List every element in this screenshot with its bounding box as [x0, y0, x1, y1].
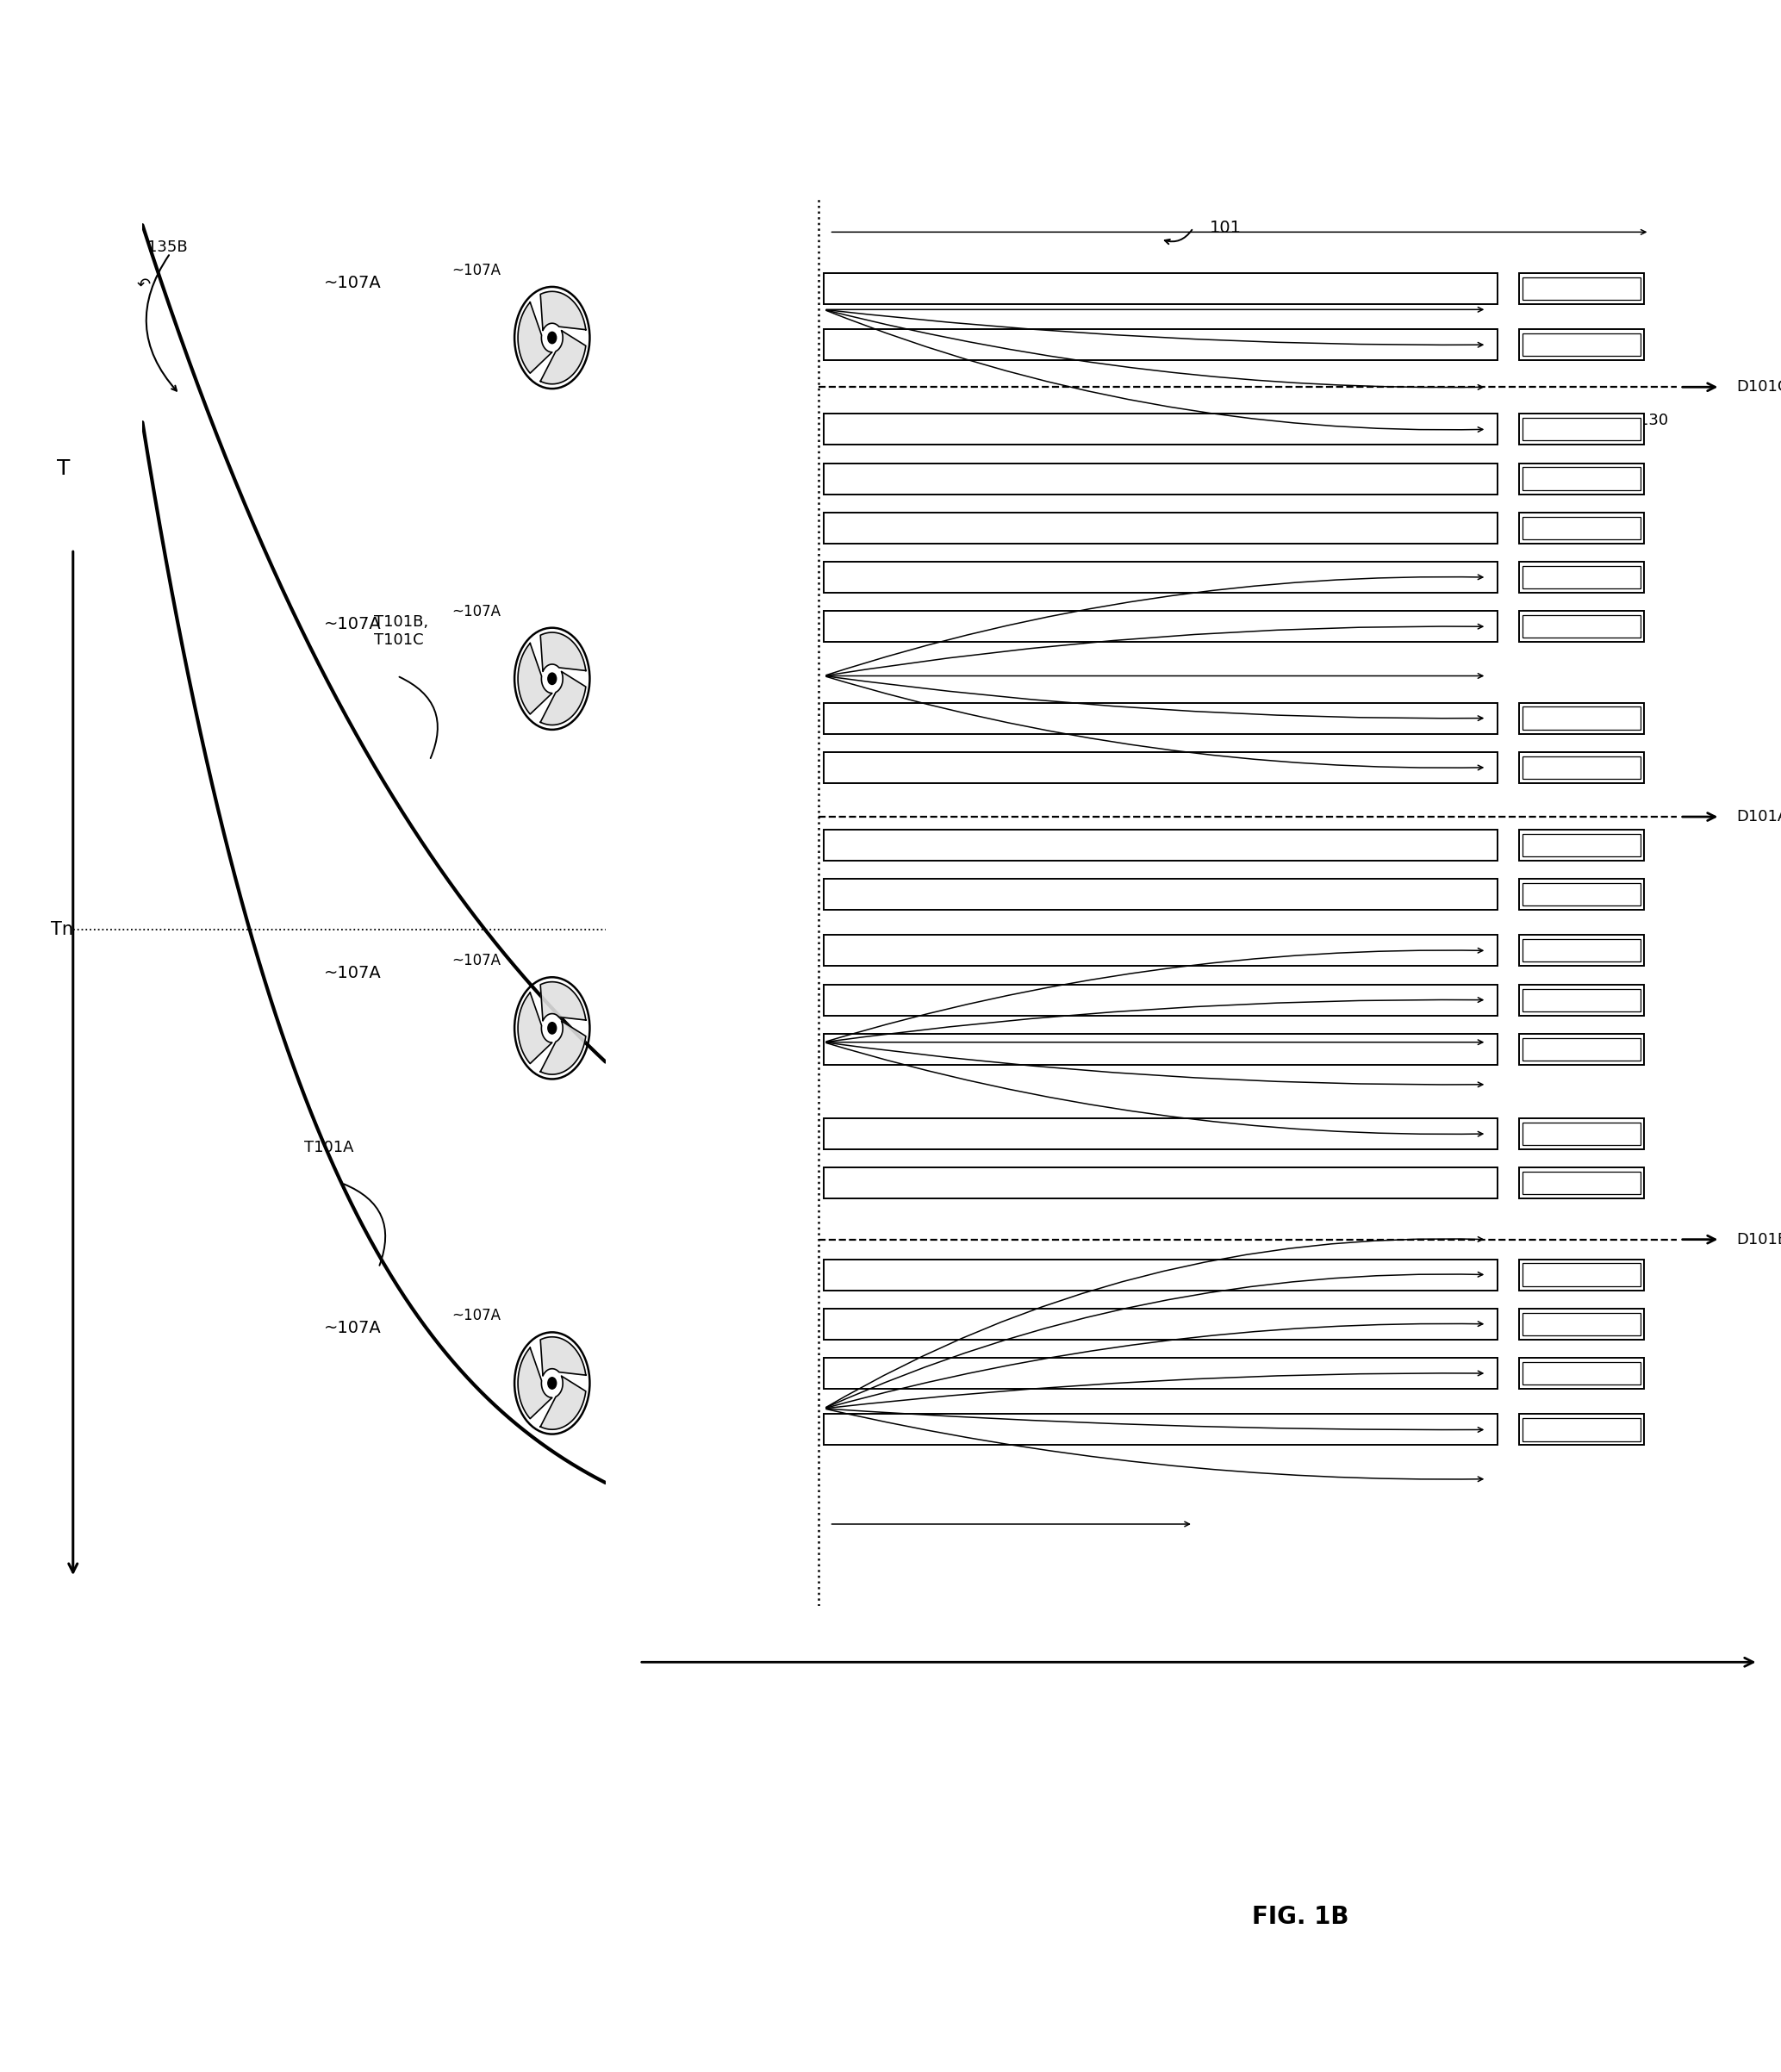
Bar — [1519, 611, 1644, 642]
Bar — [825, 464, 1498, 493]
Bar — [1523, 615, 1640, 638]
Text: T101A: T101A — [305, 1140, 354, 1154]
Bar — [1523, 1264, 1640, 1287]
Text: D101A: D101A — [1736, 808, 1781, 825]
Bar — [825, 414, 1498, 445]
Bar — [1523, 516, 1640, 539]
Bar — [825, 1357, 1498, 1388]
Text: ~107A: ~107A — [452, 263, 500, 278]
Bar — [825, 1169, 1498, 1198]
Bar — [1523, 1173, 1640, 1193]
Bar — [825, 1034, 1498, 1065]
Bar — [825, 702, 1498, 733]
Polygon shape — [518, 642, 552, 715]
Bar — [1519, 1260, 1644, 1291]
Text: ~107A: ~107A — [452, 1307, 500, 1324]
Circle shape — [549, 1378, 556, 1388]
Text: ~107A: ~107A — [324, 276, 381, 292]
Bar — [1523, 468, 1640, 489]
Text: Tn: Tn — [50, 920, 73, 939]
Bar — [1519, 752, 1644, 783]
Text: ~107A: ~107A — [324, 966, 381, 982]
Bar — [1523, 1038, 1640, 1061]
Bar — [1519, 329, 1644, 361]
Circle shape — [549, 332, 556, 344]
Polygon shape — [540, 292, 586, 332]
Bar — [1523, 334, 1640, 356]
Bar — [1523, 1314, 1640, 1334]
Bar — [1523, 756, 1640, 779]
Bar — [825, 934, 1498, 966]
Bar — [825, 1119, 1498, 1150]
Polygon shape — [540, 1021, 586, 1075]
Bar — [1519, 1169, 1644, 1198]
Bar — [1519, 829, 1644, 860]
Bar — [1519, 1310, 1644, 1339]
Text: D101C: D101C — [1736, 379, 1781, 396]
Bar — [1519, 879, 1644, 910]
Polygon shape — [540, 1336, 586, 1376]
Bar — [1519, 984, 1644, 1015]
Bar — [1523, 1361, 1640, 1384]
Bar — [1519, 702, 1644, 733]
Text: D101B: D101B — [1736, 1231, 1781, 1247]
Bar — [1523, 939, 1640, 961]
Text: $\curvearrowleft$: $\curvearrowleft$ — [134, 276, 151, 292]
Bar — [1523, 1419, 1640, 1440]
Text: ~107A: ~107A — [452, 953, 500, 968]
Bar — [825, 1415, 1498, 1444]
Text: T101B,
T101C: T101B, T101C — [374, 613, 429, 649]
Bar — [825, 1260, 1498, 1291]
Bar — [1523, 419, 1640, 441]
Polygon shape — [518, 992, 552, 1063]
Bar — [1519, 464, 1644, 493]
Polygon shape — [518, 303, 552, 373]
Bar — [1519, 1357, 1644, 1388]
Bar — [825, 879, 1498, 910]
Polygon shape — [540, 632, 586, 671]
Polygon shape — [540, 1376, 586, 1430]
Circle shape — [549, 1021, 556, 1034]
Bar — [825, 274, 1498, 305]
Bar — [1519, 934, 1644, 966]
Bar — [825, 829, 1498, 860]
Text: 135B: 135B — [148, 238, 187, 255]
Polygon shape — [540, 982, 586, 1021]
Bar — [825, 752, 1498, 783]
Bar — [825, 512, 1498, 543]
Polygon shape — [540, 671, 586, 725]
Bar — [1519, 274, 1644, 305]
Text: ~107A: ~107A — [324, 1320, 381, 1336]
Bar — [1523, 278, 1640, 300]
Bar — [825, 984, 1498, 1015]
Bar — [1519, 1415, 1644, 1444]
Bar — [825, 1310, 1498, 1339]
Bar — [1519, 512, 1644, 543]
Text: ~107A: ~107A — [324, 615, 381, 632]
Circle shape — [549, 673, 556, 684]
Text: 130: 130 — [1639, 412, 1669, 429]
Bar — [1523, 707, 1640, 729]
Bar — [1523, 833, 1640, 856]
Text: ~107A: ~107A — [452, 603, 500, 620]
Bar — [1523, 566, 1640, 588]
Bar — [1519, 1119, 1644, 1150]
Bar — [1523, 1123, 1640, 1146]
Bar — [1523, 988, 1640, 1011]
Text: FIG. 1B: FIG. 1B — [1252, 1904, 1348, 1929]
Bar — [825, 611, 1498, 642]
Bar — [1519, 414, 1644, 445]
Bar — [1519, 562, 1644, 593]
Bar — [825, 329, 1498, 361]
Bar — [1519, 1034, 1644, 1065]
Text: 101: 101 — [1209, 220, 1241, 236]
Text: T: T — [57, 458, 71, 479]
Bar — [825, 562, 1498, 593]
Bar — [1523, 883, 1640, 905]
Polygon shape — [518, 1347, 552, 1419]
Polygon shape — [540, 332, 586, 383]
